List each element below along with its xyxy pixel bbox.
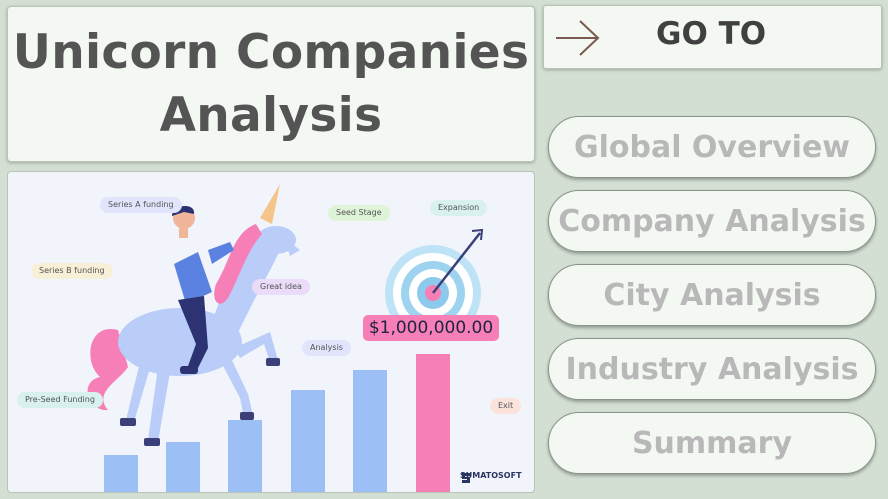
growth-bar-4	[291, 390, 325, 492]
sumatosoft-logo-icon	[462, 473, 470, 483]
title-line-1: Unicorn Companies	[12, 25, 530, 80]
rider-figure	[172, 205, 234, 374]
tag-analysis: Analysis	[302, 340, 351, 356]
growth-bar-2	[166, 442, 200, 492]
tag-series-b-funding: Series B funding	[31, 263, 113, 279]
dart-icon	[432, 228, 484, 294]
tag-seed-stage: Seed Stage	[328, 205, 390, 221]
nav-company-analysis-button[interactable]: Company Analysis	[548, 190, 876, 252]
tag-pre-seed-funding: Pre-Seed Funding	[17, 392, 103, 408]
brand-name: SUMATOSOFT	[460, 471, 522, 480]
nav-summary-button[interactable]: Summary	[548, 412, 876, 474]
unicorn-illustration: Series A funding Seed Stage Expansion Se…	[7, 171, 535, 493]
tag-expansion: Expansion	[430, 200, 488, 216]
valuation-label: $1,000,000.00	[363, 315, 499, 341]
growth-bar-3	[228, 420, 262, 492]
nav-city-analysis-button[interactable]: City Analysis	[548, 264, 876, 326]
tag-series-a-funding: Series A funding	[100, 197, 182, 213]
growth-bar-1	[104, 455, 138, 492]
unicorn-figure	[87, 184, 300, 446]
tag-great-idea: Great idea	[252, 279, 310, 295]
nav-industry-analysis-button[interactable]: Industry Analysis	[548, 338, 876, 400]
tag-exit: Exit	[490, 398, 522, 414]
goto-label: GO TO	[656, 16, 767, 52]
title-card: Unicorn Companies Analysis	[7, 6, 535, 162]
brand-logo: SUMATOSOFT	[460, 471, 522, 483]
growth-bar-6	[416, 354, 450, 492]
nav-global-overview-button[interactable]: Global Overview	[548, 116, 876, 178]
goto-header: GO TO	[543, 5, 882, 69]
illustration-artwork	[87, 184, 484, 492]
page-title: Unicorn Companies Analysis	[13, 21, 530, 147]
growth-bar-5	[353, 370, 387, 492]
title-line-2: Analysis	[159, 88, 383, 143]
arrow-right-icon	[556, 20, 600, 56]
